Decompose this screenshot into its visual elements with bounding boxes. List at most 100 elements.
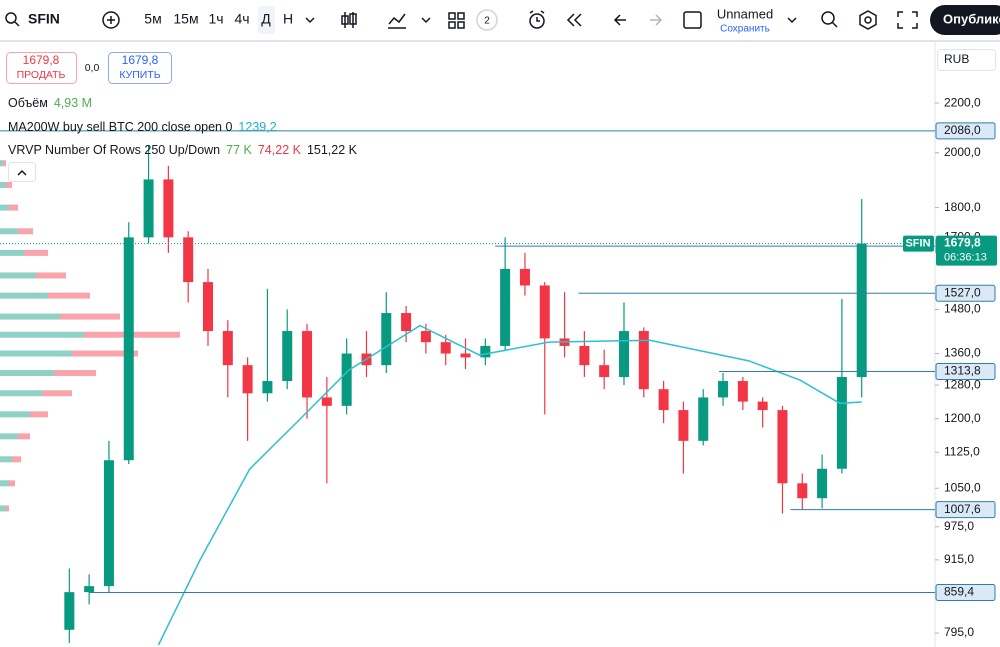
indicators-icon[interactable] [388, 13, 406, 29]
candle-body [262, 381, 273, 394]
legend-value: 151,22 K [306, 143, 357, 157]
currency-box[interactable] [937, 49, 996, 71]
legend-row[interactable]: Объём 4,93 M [8, 92, 357, 116]
collapse-icon[interactable] [17, 169, 27, 176]
interval-selected [258, 6, 275, 34]
legend-name[interactable]: VRVP Number Of Rows 250 Up/Down [8, 143, 221, 157]
layout-count-text[interactable]: 2 [484, 16, 490, 27]
buy-button[interactable] [108, 52, 172, 84]
publish-text[interactable]: Опублико [943, 11, 1000, 26]
sell-button[interactable] [6, 52, 77, 84]
interval[interactable]: 4ч [234, 11, 249, 27]
search-icon[interactable] [5, 12, 17, 24]
level-label-box [935, 122, 996, 140]
layout-menu[interactable] [787, 17, 797, 24]
candle-body [500, 268, 511, 346]
legend-row[interactable]: MA200W buy sell BTC 200 close open 0 1239… [8, 116, 357, 140]
chart: 795,0915,0975,01050,01125,01200,01280,01… [0, 95, 997, 646]
candle-body [777, 410, 788, 484]
legend-name[interactable]: MA200W buy sell BTC 200 close open 0 [8, 119, 233, 134]
last-price-box [936, 235, 997, 266]
candle-body [302, 331, 313, 398]
symbol[interactable]: SFIN [28, 11, 60, 27]
y-tick-label: 2200,0 [944, 95, 981, 109]
indicators-menu[interactable] [421, 17, 431, 24]
redo-icon[interactable] [650, 14, 663, 26]
alert-icon[interactable] [529, 13, 545, 29]
candle-body [420, 331, 431, 343]
y-tick-label: 975,0 [944, 519, 974, 533]
candle-body [202, 282, 213, 332]
interval[interactable]: 15м [173, 11, 198, 27]
legend-value: 74,22 K [257, 143, 301, 157]
publish-button[interactable] [930, 5, 1000, 35]
profile-down [9, 204, 18, 211]
profile-up [0, 331, 84, 338]
y-tick-label: 795,0 [944, 625, 974, 639]
add-symbol-icon[interactable] [107, 16, 115, 24]
profile-down [60, 313, 120, 320]
quick-search-icon[interactable] [821, 11, 835, 25]
profile-up [0, 292, 48, 299]
level-label: 2086,0 [944, 123, 981, 137]
fullscreen-icon[interactable] [897, 11, 918, 29]
settings-icon[interactable] [864, 16, 872, 24]
profile-up [0, 411, 30, 418]
profile-down [6, 505, 9, 512]
interval-menu[interactable] [305, 17, 315, 24]
profile-up [0, 249, 24, 256]
save-status[interactable]: Сохранить [720, 24, 770, 35]
level-label: 1527,0 [944, 285, 981, 299]
alert-icon[interactable] [529, 10, 545, 22]
last-price-symbol-box [903, 235, 934, 252]
level-label-box [935, 584, 996, 602]
layout-save-icon[interactable] [683, 11, 702, 29]
replay-icon[interactable] [566, 13, 582, 27]
candle-body [183, 237, 194, 283]
y-tick-label: 1280,0 [944, 377, 981, 391]
layout-name[interactable]: Unnamed [717, 6, 773, 21]
sell-price[interactable]: 1679,8 [23, 53, 60, 67]
candle-body [282, 331, 293, 382]
level-label-box [935, 284, 996, 302]
buy-price[interactable]: 1679,8 [122, 53, 159, 67]
legend-name[interactable]: Объём [8, 96, 48, 110]
candle-body [460, 353, 471, 358]
profile-up [0, 505, 6, 512]
candle-body [401, 313, 412, 332]
layout-count[interactable] [476, 9, 498, 31]
y-tick-label: 1360,0 [944, 346, 981, 360]
level-label: 1313,8 [944, 364, 981, 378]
candle-body [242, 365, 253, 394]
settings-icon[interactable] [859, 10, 877, 30]
candle-body [678, 410, 689, 441]
sell-label[interactable]: ПРОДАТЬ [17, 69, 66, 81]
candle-body [440, 342, 451, 354]
quick-search-icon[interactable] [831, 21, 838, 28]
profile-down [12, 456, 21, 463]
undo-icon[interactable] [613, 14, 626, 26]
interval[interactable]: 1ч [208, 11, 223, 27]
search-icon[interactable] [14, 21, 20, 27]
profile-down [72, 350, 138, 357]
profile-up [0, 433, 18, 440]
interval[interactable]: Д [261, 11, 271, 27]
chart-type-icon[interactable] [341, 12, 357, 28]
interval[interactable]: Н [283, 11, 293, 27]
candle-body [519, 268, 530, 286]
candle-body [341, 353, 352, 406]
legend-row[interactable]: VRVP Number Of Rows 250 Up/Down 77 K 74,22… [8, 139, 357, 163]
candle-body [143, 179, 154, 238]
profile-up [0, 390, 42, 397]
candle-body [163, 179, 174, 238]
profile-up [0, 456, 12, 463]
interval[interactable]: 5м [144, 11, 161, 27]
candle-body [638, 331, 649, 390]
buy-label[interactable]: КУПИТЬ [119, 69, 160, 81]
add-symbol-icon[interactable] [102, 11, 120, 29]
currency[interactable]: RUB [944, 52, 969, 66]
spread: 0,0 [85, 62, 100, 74]
profile-down [30, 411, 48, 418]
layout-icon[interactable] [448, 12, 465, 29]
